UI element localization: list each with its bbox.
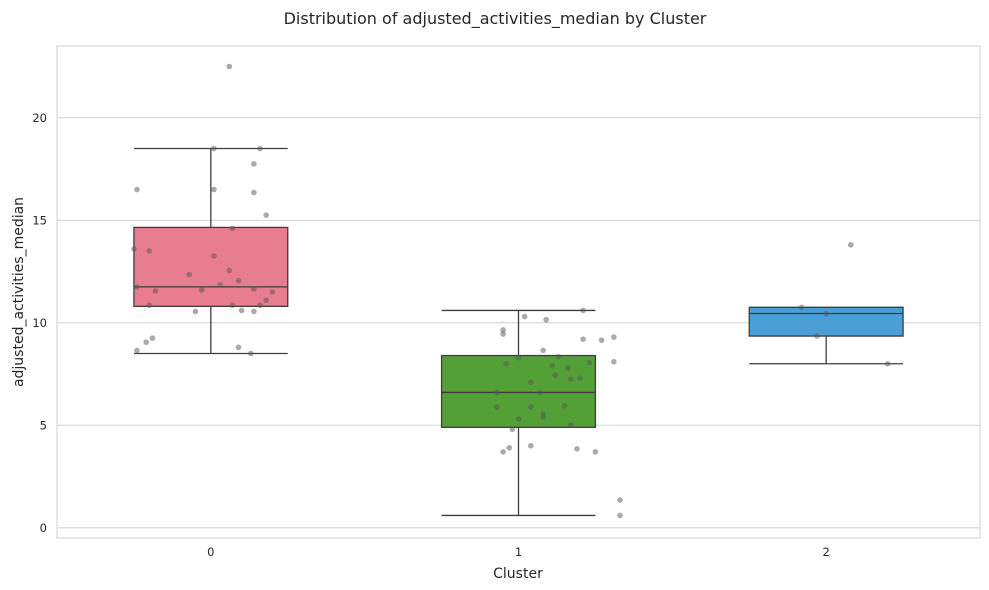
- iqr-box-0: [133, 226, 289, 308]
- point-cluster-0-14: [134, 284, 140, 290]
- point-cluster-1-36: [580, 307, 586, 314]
- point-cluster-1-29: [500, 327, 506, 333]
- point-cluster-0-6: [146, 302, 153, 309]
- point-cluster-0-15: [217, 282, 223, 288]
- point-cluster-0-20: [131, 246, 137, 252]
- y-tick-label-10: 10: [32, 316, 47, 330]
- point-cluster-1-32: [574, 446, 580, 452]
- point-cluster-2-3: [847, 242, 854, 248]
- point-cluster-0-17: [186, 271, 193, 278]
- y-tick-label-5: 5: [40, 418, 47, 432]
- chart-title: Distribution of adjusted_activities_medi…: [284, 9, 707, 29]
- point-cluster-1-13: [528, 379, 534, 386]
- x-axis-label: Cluster: [493, 566, 543, 582]
- point-cluster-1-11: [494, 389, 500, 396]
- point-cluster-2-0: [798, 304, 805, 311]
- point-cluster-0-10: [269, 289, 276, 295]
- boxes: [133, 147, 904, 517]
- box-cluster-0: [133, 147, 289, 355]
- point-cluster-0-9: [263, 297, 270, 304]
- plot-area-frame: [56, 45, 981, 539]
- point-cluster-1-6: [540, 411, 546, 417]
- point-cluster-1-14: [568, 376, 574, 382]
- point-cluster-1-25: [598, 337, 605, 343]
- x-tick-label-2: 2: [823, 545, 830, 559]
- point-cluster-0-1: [149, 335, 156, 341]
- x-tick-label-0: 0: [207, 545, 214, 559]
- point-cluster-1-27: [611, 334, 617, 340]
- point-cluster-0-12: [198, 287, 205, 293]
- point-cluster-0-16: [235, 277, 242, 284]
- point-cluster-0-18: [226, 267, 233, 274]
- point-cluster-0-21: [146, 248, 153, 254]
- point-cluster-0-29: [257, 145, 263, 152]
- point-cluster-1-22: [515, 354, 522, 361]
- point-cluster-1-31: [521, 313, 528, 320]
- point-cluster-1-18: [549, 363, 556, 369]
- point-cluster-1-16: [577, 375, 583, 381]
- point-cluster-0-2: [143, 339, 150, 346]
- point-cluster-2-2: [823, 310, 829, 317]
- point-cluster-0-22: [229, 225, 236, 232]
- point-cluster-0-19: [211, 253, 217, 259]
- point-cluster-1-15: [552, 372, 559, 378]
- point-cluster-2-4: [884, 360, 891, 367]
- point-cluster-0-13: [251, 286, 257, 292]
- point-cluster-1-4: [515, 416, 522, 422]
- point-cluster-2-1: [814, 333, 820, 339]
- point-cluster-0-3: [192, 308, 199, 315]
- y-tick-labels: 0 5 10 15 20: [32, 111, 47, 535]
- point-cluster-0-24: [134, 186, 140, 193]
- y-axis-label: adjusted_activities_median: [11, 197, 27, 387]
- point-cluster-0-28: [211, 145, 217, 152]
- x-tick-labels: 0 1 2: [207, 545, 830, 559]
- point-cluster-0-23: [263, 212, 270, 218]
- point-cluster-1-28: [500, 331, 506, 337]
- point-cluster-1-0: [500, 449, 506, 455]
- point-cluster-0-26: [251, 189, 257, 196]
- point-cluster-0-5: [229, 302, 236, 309]
- point-cluster-1-9: [528, 404, 534, 410]
- point-cluster-0-4: [238, 307, 245, 314]
- point-cluster-1-20: [586, 359, 593, 366]
- point-cluster-1-10: [561, 402, 568, 409]
- point-cluster-0-30: [226, 63, 233, 70]
- point-cluster-1-7: [568, 422, 574, 429]
- point-cluster-0-8: [257, 302, 263, 309]
- point-cluster-1-17: [564, 365, 571, 371]
- y-tick-label-0: 0: [40, 521, 47, 535]
- point-cluster-1-26: [580, 336, 586, 342]
- point-cluster-1-33: [592, 449, 599, 455]
- x-tick-label-1: 1: [515, 545, 522, 559]
- point-cluster-1-35: [617, 512, 623, 519]
- point-cluster-1-23: [555, 353, 562, 360]
- point-cluster-1-24: [540, 347, 546, 354]
- point-cluster-0-25: [211, 186, 217, 193]
- jitter-points: [131, 63, 891, 519]
- point-cluster-1-19: [503, 360, 509, 367]
- y-tick-label-15: 15: [32, 213, 47, 227]
- point-cluster-0-31: [235, 344, 242, 351]
- point-cluster-1-8: [494, 404, 500, 410]
- box-cluster-1: [440, 309, 597, 517]
- point-cluster-1-21: [611, 358, 617, 365]
- point-cluster-1-34: [617, 497, 623, 503]
- point-cluster-1-2: [528, 442, 534, 449]
- point-cluster-0-27: [251, 161, 257, 167]
- point-cluster-0-32: [248, 350, 254, 357]
- point-cluster-0-0: [134, 347, 140, 354]
- y-tick-label-20: 20: [32, 111, 47, 125]
- point-cluster-1-3: [509, 426, 516, 433]
- point-cluster-1-30: [543, 316, 549, 323]
- point-cluster-1-12: [537, 389, 543, 396]
- point-cluster-0-11: [152, 288, 159, 294]
- point-cluster-0-7: [251, 308, 257, 315]
- point-cluster-1-1: [506, 445, 513, 451]
